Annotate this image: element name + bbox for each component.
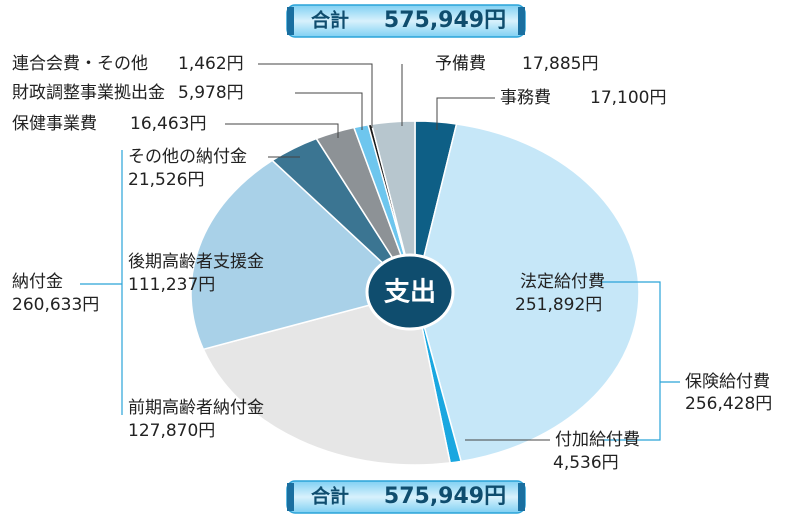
slice-value: 21,526円 (128, 170, 204, 190)
leader-line (258, 63, 373, 128)
slice-label: 事務費 (500, 88, 551, 108)
slice-value: 5,978円 (178, 83, 244, 103)
slice-label: 後期高齢者支援金 (128, 252, 264, 272)
leader-line (436, 97, 495, 130)
center-label: 支出 (384, 278, 436, 308)
slice-label: 法定給付費 (520, 272, 605, 292)
group-label: 納付金 (12, 272, 63, 292)
group-value: 256,428円 (685, 394, 772, 414)
pie-slice (202, 292, 452, 466)
leader-line (225, 123, 339, 138)
slice-value: 111,237円 (128, 275, 215, 295)
group-brackets (80, 150, 680, 441)
slice-label: 財政調整事業拠出金 (12, 83, 165, 103)
slice-value: 1,462円 (178, 54, 244, 74)
center-badge (365, 253, 455, 331)
slice-label: 予備費 (435, 54, 486, 74)
slice-value: 127,870円 (128, 421, 215, 441)
total-value: 575,949円 (384, 484, 506, 509)
slice-label: その他の納付金 (128, 147, 247, 167)
total-value: 575,949円 (384, 8, 506, 33)
total-label: 合計 (311, 485, 349, 508)
slice-label: 付加給付費 (555, 430, 640, 450)
slice-value: 17,100円 (590, 88, 666, 108)
group-label: 保険給付費 (685, 372, 770, 392)
pie-slice (414, 123, 640, 463)
slice-label: 前期高齢者納付金 (128, 398, 264, 418)
pie (190, 120, 640, 466)
total-banner-bottom: 合計 575,949円 (286, 480, 526, 514)
slice-value: 17,885円 (522, 54, 598, 74)
leader-line (295, 92, 363, 130)
slice-value: 4,536円 (553, 453, 619, 473)
slice-label: 連合会費・その他 (12, 54, 148, 74)
total-banner-top: 合計 575,949円 (286, 4, 526, 38)
group-value: 260,633円 (12, 295, 99, 315)
slice-value: 251,892円 (515, 295, 602, 315)
total-label: 合計 (311, 9, 349, 32)
slice-label: 保健事業費 (12, 114, 97, 134)
slice-value: 16,463円 (130, 114, 206, 134)
pie-slice (190, 159, 417, 351)
